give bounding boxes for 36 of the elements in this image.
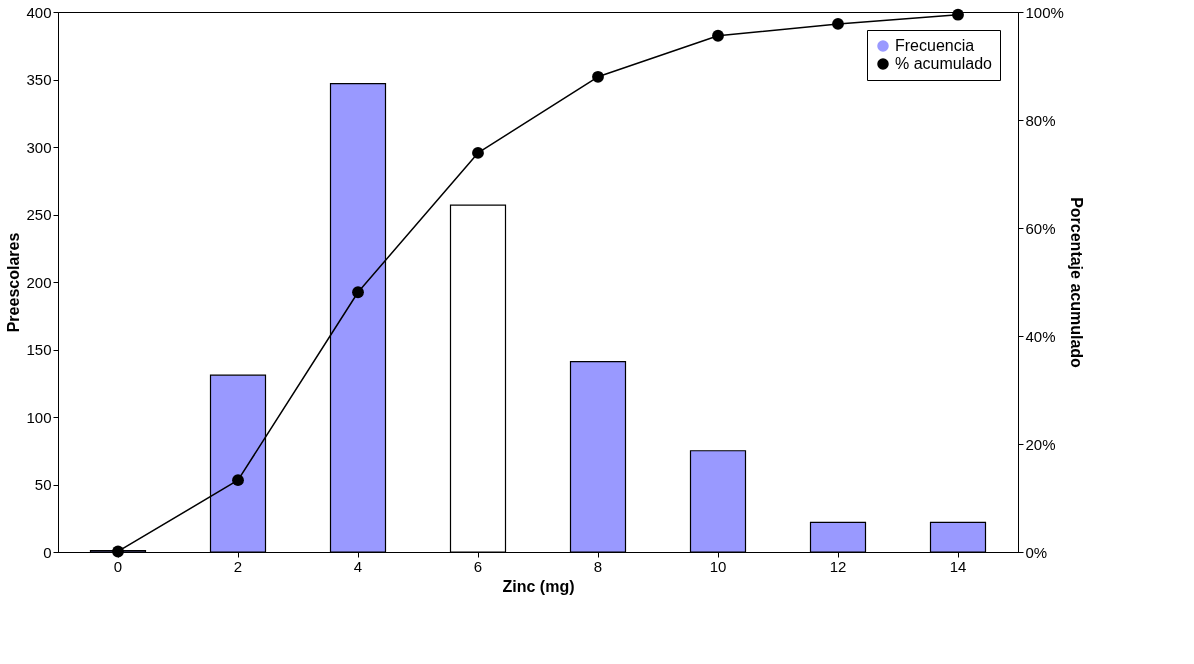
point: [592, 70, 604, 83]
y-tick-label: 300: [26, 138, 52, 156]
point: [952, 8, 964, 21]
y2-tick-label: 60%: [1025, 219, 1056, 237]
x-tick-label: 8: [593, 557, 603, 575]
legend-label: Frecuencia: [895, 37, 975, 54]
point: [832, 17, 844, 30]
x-tick-label: 14: [949, 557, 967, 575]
y-tick-label: 400: [26, 3, 52, 21]
y-tick-label: 350: [26, 71, 52, 88]
point: [112, 545, 124, 558]
x-tick-label: 4: [353, 557, 363, 575]
x-tick-label: 2: [233, 557, 243, 575]
y-tick-label: 0: [43, 543, 52, 561]
x-tick-label: 6: [473, 557, 483, 575]
y2-tick-label: 40%: [1025, 327, 1056, 345]
y2-axis-title: Porcentaje acumulado: [1067, 197, 1085, 369]
y-tick-label: 150: [26, 341, 52, 358]
point: [352, 286, 364, 299]
y-tick-label: 50: [34, 476, 52, 493]
y2-tick-label: 20%: [1025, 435, 1056, 453]
point: [712, 29, 724, 42]
y2-tick-label: 0%: [1025, 543, 1048, 561]
y-axis-title: Preescolares: [5, 232, 23, 333]
y-tick-label: 250: [26, 206, 52, 223]
point: [232, 474, 244, 487]
x-tick-label: 12: [829, 557, 847, 575]
y2-tick-label: 80%: [1025, 111, 1056, 129]
x-axis-title: Zinc (mg): [502, 577, 575, 595]
y-tick-label: 100: [26, 408, 52, 426]
legend-label: % acumulado: [895, 55, 993, 72]
x-tick-label: 0: [113, 557, 123, 575]
y-tick-label: 200: [26, 273, 52, 291]
point: [472, 147, 484, 159]
y2-tick-label: 100%: [1025, 3, 1064, 21]
x-tick-label: 10: [709, 557, 727, 575]
